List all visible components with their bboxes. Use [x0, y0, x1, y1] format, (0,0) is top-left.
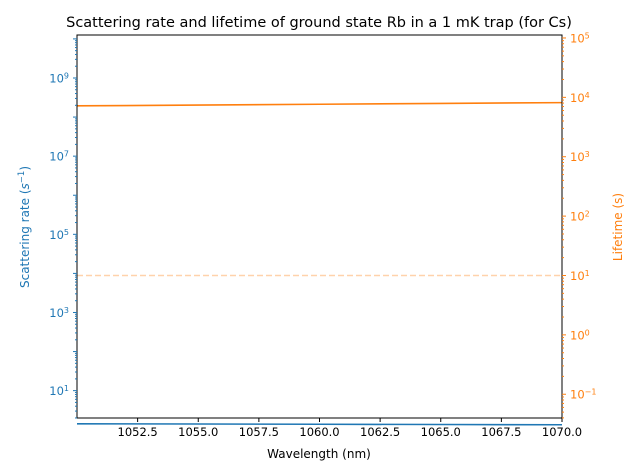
- y-left-axis-label-base: Scattering rate (: [18, 189, 32, 288]
- x-tick-label: 1065.0: [421, 425, 461, 439]
- y-right-tick-label: 101: [570, 268, 590, 283]
- y-left-tick-label: 105: [49, 227, 69, 242]
- y-right-tick-label: 100: [570, 328, 590, 343]
- y-right-axis-label: Lifetime (s): [611, 193, 625, 261]
- x-tick-label: 1052.5: [118, 425, 158, 439]
- y-left-tick-label: 109: [49, 71, 69, 86]
- x-tick-label: 1067.5: [481, 425, 521, 439]
- chart-title: Scattering rate and lifetime of ground s…: [66, 15, 572, 31]
- x-tick-label: 1062.5: [360, 425, 400, 439]
- lifetime-series-line: [76, 101, 563, 107]
- y-left-tick-label: 103: [49, 305, 69, 320]
- x-tick-label: 1057.5: [239, 425, 279, 439]
- y-left-axis-label-symbol: s: [18, 183, 32, 189]
- y-right-tick-label: 103: [570, 150, 590, 165]
- y-right-tick-label: 102: [570, 209, 590, 224]
- y-right-tick-label: 105: [570, 31, 590, 46]
- x-tick-label: 1055.0: [178, 425, 218, 439]
- x-tick-label: 1060.0: [299, 425, 339, 439]
- scattering-rate-series-line: [76, 422, 563, 426]
- y-right-tick-label: 10−1: [570, 387, 596, 402]
- y-left-axis-label-superscript: −1: [17, 171, 27, 184]
- y-right-tick-label: 104: [570, 90, 590, 105]
- x-tick-label: 1070.0: [542, 425, 582, 439]
- y-left-tick-label: 107: [49, 149, 69, 164]
- y-left-axis-label-close: ): [18, 166, 32, 171]
- y-left-axis-label: Scattering rate (s−1): [17, 166, 32, 288]
- y-left-tick-label: 101: [49, 384, 69, 399]
- x-axis-label: Wavelength (nm): [267, 447, 371, 461]
